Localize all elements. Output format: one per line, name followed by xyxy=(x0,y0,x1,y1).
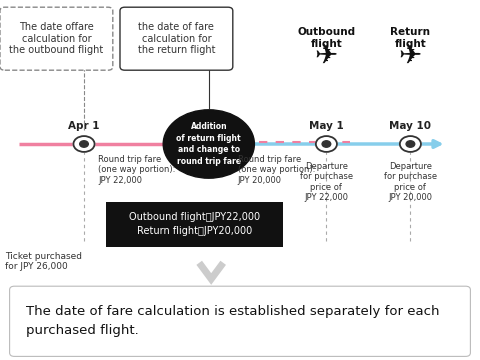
Circle shape xyxy=(163,110,254,178)
Circle shape xyxy=(80,141,88,147)
Text: Round trip fare
(one way portion):
JPY 22,000: Round trip fare (one way portion): JPY 2… xyxy=(98,155,176,185)
Text: Ticket purchased
for JPY 26,000: Ticket purchased for JPY 26,000 xyxy=(5,252,82,271)
FancyBboxPatch shape xyxy=(120,7,233,70)
Text: Apr 1: Apr 1 xyxy=(68,121,100,131)
Circle shape xyxy=(406,141,415,147)
Text: May 10: May 10 xyxy=(389,121,432,131)
Text: Apr 15: Apr 15 xyxy=(190,121,228,131)
Text: The date offare
calculation for
the outbound flight: The date offare calculation for the outb… xyxy=(9,22,104,55)
Circle shape xyxy=(316,136,337,152)
Circle shape xyxy=(322,141,331,147)
Circle shape xyxy=(400,136,421,152)
Text: Departure
for purchase
price of
JPY 22,000: Departure for purchase price of JPY 22,0… xyxy=(300,162,353,202)
Text: Outbound flight：JPY22,000
Return flight：JPY20,000: Outbound flight：JPY22,000 Return flight：… xyxy=(129,212,260,237)
FancyBboxPatch shape xyxy=(0,7,113,70)
Text: May 1: May 1 xyxy=(309,121,344,131)
Text: Round trip fare
(one way portion):
JPY 20,000: Round trip fare (one way portion): JPY 2… xyxy=(238,155,315,185)
FancyBboxPatch shape xyxy=(10,286,470,356)
Text: Departure
for purchase
price of
JPY 20,000: Departure for purchase price of JPY 20,0… xyxy=(384,162,437,202)
Text: Outbound
flight: Outbound flight xyxy=(297,27,356,49)
Text: The date of fare calculation is established separately for each
purchased flight: The date of fare calculation is establis… xyxy=(26,305,440,337)
Text: Return
flight: Return flight xyxy=(390,27,431,49)
Text: ✈: ✈ xyxy=(399,42,422,70)
FancyBboxPatch shape xyxy=(106,202,283,247)
Text: the date of fare
calculation for
the return flight: the date of fare calculation for the ret… xyxy=(138,22,215,55)
Text: Addition
of return flight
and change to
round trip fare: Addition of return flight and change to … xyxy=(177,122,241,166)
Circle shape xyxy=(73,136,95,152)
Text: ✈: ✈ xyxy=(315,42,338,70)
